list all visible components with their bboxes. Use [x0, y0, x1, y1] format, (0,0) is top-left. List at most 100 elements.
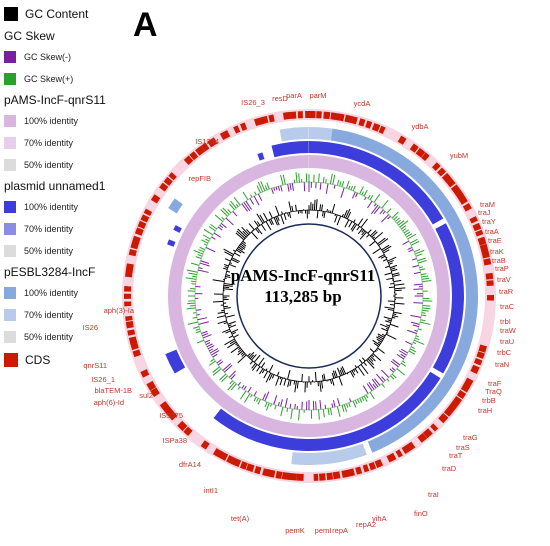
- gc-content-spike: [294, 381, 295, 385]
- plasmid-center-title: pAMS-IncF-qnrS11 113,285 bp: [228, 265, 378, 307]
- gene-label: IS1294: [195, 137, 219, 146]
- gc-skew-spike: [191, 281, 196, 282]
- gc-skew-spike: [236, 204, 238, 206]
- gc-content-spike: [225, 259, 230, 261]
- gc-skew-spike: [383, 211, 385, 214]
- gc-content-spike: [342, 214, 343, 217]
- gc-content-spike: [264, 371, 268, 378]
- gc-skew-spike: [204, 229, 213, 235]
- identity-swatch: [4, 115, 16, 127]
- gc-skew-spike: [302, 402, 303, 410]
- gc-skew-spike: [344, 404, 346, 411]
- gc-content-spike: [324, 212, 325, 219]
- gc-skew-spike: [254, 397, 256, 401]
- gc-skew-spike: [381, 370, 388, 377]
- gc-skew-spike: [250, 195, 252, 198]
- gc-skew-spike: [411, 322, 420, 324]
- gc-content-spike: [235, 253, 241, 256]
- panel-label: A: [133, 6, 158, 45]
- gc-content-spike: [337, 368, 340, 376]
- legend-ring-2-100: 100% identity: [4, 196, 134, 218]
- gc-skew-spike: [367, 201, 372, 208]
- gc-content-spike: [330, 379, 331, 384]
- gc-skew-spike: [342, 405, 344, 412]
- gc-skew-spike: [200, 247, 205, 249]
- gc-skew-spike: [326, 179, 327, 183]
- gc-skew-spike: [362, 192, 364, 195]
- gc-content-spike: [288, 370, 290, 379]
- gc-content-spike: [261, 224, 265, 230]
- gc-skew-spike: [192, 276, 196, 277]
- gc-skew-spike: [197, 318, 206, 320]
- gc-skew-spike: [205, 340, 210, 342]
- gc-content-spike: [269, 212, 272, 219]
- gc-skew-spike: [191, 263, 199, 265]
- gc-skew-spike: [412, 265, 418, 267]
- gc-skew-spike: [199, 322, 209, 325]
- gc-content-spike: [390, 283, 394, 284]
- gc-skew-spike: [274, 188, 275, 191]
- gene-label: traU: [500, 337, 514, 346]
- gene-label: ydbA: [411, 122, 428, 131]
- gc-content-spike: [290, 380, 291, 386]
- gc-content-spike: [224, 323, 227, 324]
- gc-skew-spike: [258, 399, 260, 404]
- gc-skew-spike: [414, 284, 423, 285]
- gc-content-spike: [392, 317, 395, 318]
- gc-content-spike: [324, 374, 325, 381]
- gc-skew-spike: [214, 233, 221, 237]
- gc-skew-spike: [265, 186, 267, 190]
- gc-skew-spike: [390, 376, 394, 379]
- gc-content-spike: [373, 248, 381, 253]
- gc-skew-pos-swatch: [4, 73, 16, 85]
- gc-content-spike: [297, 381, 298, 388]
- gc-skew-spike: [358, 399, 360, 403]
- gc-skew-spike: [288, 184, 289, 192]
- legend-gc-skew-pos: GC Skew(+): [4, 68, 134, 90]
- gc-content-spike: [317, 210, 318, 218]
- identity-swatch: [4, 287, 16, 299]
- gc-content-spike: [376, 337, 382, 341]
- gc-content-spike: [275, 206, 279, 216]
- gc-skew-spike: [240, 391, 246, 399]
- identity-swatch: [4, 223, 16, 235]
- gc-content-spike: [289, 212, 290, 218]
- gc-content-spike: [232, 332, 236, 334]
- gc-skew-spike: [422, 308, 430, 309]
- gc-skew-spike: [320, 183, 321, 190]
- legend-ring-3-50: 50% identity: [4, 326, 134, 348]
- gene-label: parM: [309, 91, 326, 100]
- gc-content-spike: [229, 336, 233, 338]
- gc-skew-spike: [221, 210, 228, 217]
- gc-skew-spike: [419, 267, 422, 268]
- gc-skew-spike: [416, 254, 423, 256]
- gc-content-spike: [362, 358, 365, 361]
- gc-skew-spike: [353, 401, 356, 407]
- gene-label: tet(A): [231, 514, 250, 523]
- cds-block: [487, 295, 494, 301]
- gc-skew-spike: [391, 361, 398, 367]
- ring-pesbl3284-segment: [280, 127, 309, 141]
- gc-skew-spike: [346, 181, 349, 188]
- gc-skew-spike: [400, 221, 408, 227]
- gc-skew-spike: [290, 184, 291, 190]
- gc-content-spike: [386, 257, 387, 258]
- gene-label: pemK: [285, 526, 305, 535]
- gc-skew-spike: [223, 208, 230, 215]
- gc-skew-spike: [243, 192, 248, 200]
- gc-skew-spike: [364, 197, 366, 200]
- gc-content-spike: [251, 232, 257, 239]
- gc-skew-spike: [349, 403, 351, 407]
- gc-content-spike: [369, 241, 375, 246]
- gene-label: parA: [286, 91, 302, 100]
- gc-content-spike: [386, 334, 396, 339]
- gc-skew-spike: [250, 395, 252, 398]
- cds-block: [296, 474, 304, 481]
- gc-skew-spike: [421, 315, 426, 316]
- gc-skew-spike: [414, 249, 420, 252]
- gc-skew-spike: [291, 409, 293, 419]
- gc-skew-spike: [333, 400, 335, 407]
- gc-content-spike: [339, 377, 342, 386]
- gc-skew-spike: [413, 325, 419, 327]
- gc-content-spike: [221, 310, 224, 311]
